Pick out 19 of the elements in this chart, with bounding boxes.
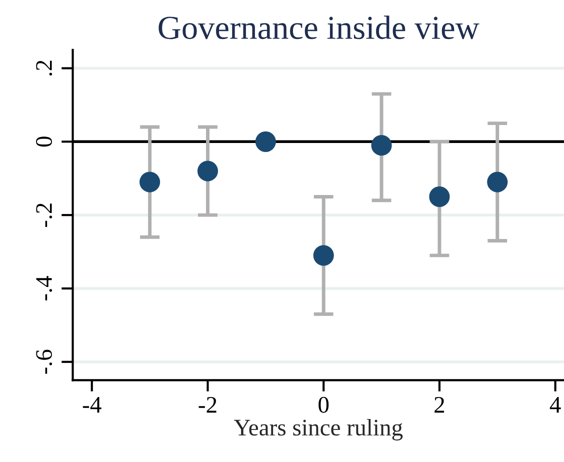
point [197,160,218,182]
x-tick-label: -4 [82,397,102,413]
y-tick-label: -.4 [36,276,52,300]
point [140,172,160,192]
y-tick-label: .2 [36,60,52,76]
x-tick-label: 2 [434,396,444,413]
point [255,131,276,152]
chart-title: Governance inside view [158,16,480,40]
y-tick-label: -.2 [36,204,52,227]
x-axis-title: Years since ruling [234,419,403,440]
point [429,186,450,208]
point [371,135,392,156]
y-tick-label: -.6 [36,350,52,374]
y-tick-label: 0 [36,136,52,147]
x-tick-label: 4 [550,397,561,413]
point [487,172,508,192]
x-tick-label: 0 [318,396,329,413]
x-tick-label: -2 [198,396,216,413]
point [313,245,334,266]
